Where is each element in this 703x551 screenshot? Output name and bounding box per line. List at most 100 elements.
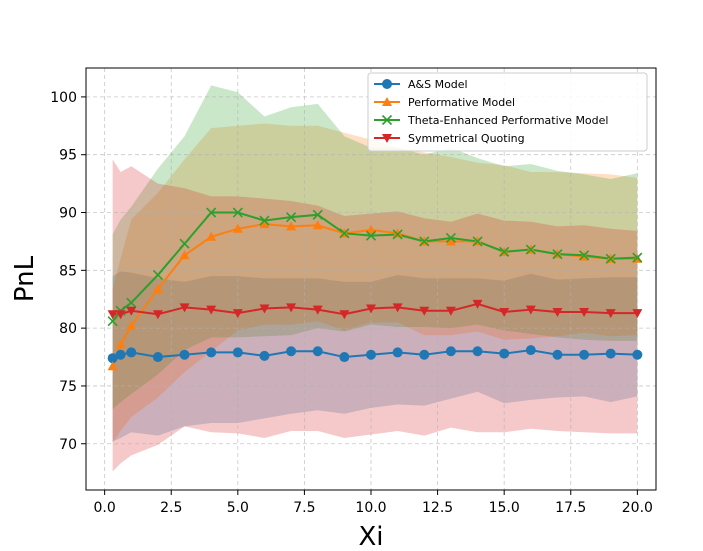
legend: A&S Model Performative Model Theta-Enhance… [367, 72, 648, 152]
series-1-point-13 [392, 347, 403, 358]
legend-marker-1 [382, 79, 392, 89]
series-1-point-12 [366, 349, 376, 360]
series-3-point-19 [552, 249, 563, 260]
series-1-point-15 [445, 346, 456, 357]
series-2-point-8 [259, 219, 270, 229]
series-2-point-9 [286, 221, 297, 231]
series-4-point-21 [605, 309, 616, 319]
series-3-point-11 [339, 228, 350, 239]
series-1-point-17 [499, 348, 510, 359]
series-1-point-2 [115, 349, 126, 360]
x-tick-label-5: 12.5 [422, 500, 453, 516]
series-1-point-4 [152, 352, 163, 363]
series-2-point-5 [179, 250, 190, 260]
series-3-point-15 [445, 232, 456, 244]
series-4-point-13 [392, 303, 403, 313]
series-3-point-3 [126, 297, 137, 308]
x-tick-label-3: 7.5 [293, 500, 315, 516]
legend-marker-4 [382, 134, 392, 143]
x-tick-label-7: 17.5 [555, 500, 586, 516]
legend-marker-3 [381, 114, 393, 126]
y-tick-label-3: 85 [59, 263, 77, 279]
series-4-point-9 [286, 303, 297, 313]
band-series-4 [112, 159, 638, 472]
series-4-point-8 [259, 304, 270, 314]
grid-lines [86, 68, 656, 490]
series-1-point-9 [286, 346, 297, 357]
legend-box [367, 72, 648, 152]
series-lines [111, 211, 638, 367]
series-2-point-3 [126, 320, 137, 330]
x-tick-label-2: 5.0 [227, 500, 249, 516]
series-2-point-13 [392, 228, 403, 238]
x-axis-ticks: 0.0 2.5 5.0 7.5 10.0 12.5 15.0 17.5 20.0 [94, 490, 653, 516]
series-1-point-14 [419, 349, 430, 360]
legend-label-2: Performative Model [408, 96, 515, 109]
legend-marker-2 [382, 97, 392, 106]
series-1-point-21 [605, 348, 616, 359]
series-4-point-12 [366, 304, 376, 314]
x-tick-label-4: 10.0 [355, 500, 386, 516]
series-4-point-17 [499, 307, 510, 317]
series-3-point-12 [365, 230, 377, 241]
series-1-point-11 [339, 352, 350, 363]
series-line-1 [112, 349, 638, 360]
series-3-point-18 [525, 244, 536, 255]
series-2-point-4 [152, 283, 163, 293]
series-3-point-9 [286, 212, 297, 223]
series-1-point-7 [232, 347, 243, 358]
series-4-point-5 [179, 303, 190, 313]
y-tick-label-2: 80 [59, 321, 77, 337]
series-4-point-6 [206, 305, 217, 315]
y-axis-label: PnL [10, 255, 40, 302]
x-tick-label-1: 2.5 [160, 500, 182, 516]
series-4-point-15 [445, 306, 456, 316]
series-4-point-18 [525, 305, 536, 315]
series-4-point-2 [115, 310, 126, 320]
x-axis-label: Xi [358, 522, 383, 551]
series-2-point-15 [445, 236, 456, 246]
series-4-point-20 [579, 307, 590, 317]
x-tick-label-8: 20.0 [622, 500, 653, 516]
series-1-point-18 [525, 345, 536, 356]
series-3-point-6 [206, 207, 217, 218]
series-2-point-6 [206, 231, 217, 241]
series-1-point-20 [579, 349, 590, 360]
series-4-point-19 [552, 307, 563, 317]
x-tick-label-6: 15.0 [489, 500, 520, 516]
y-tick-label-4: 90 [59, 206, 77, 222]
series-line-3 [111, 211, 638, 322]
series-3-point-20 [579, 250, 590, 261]
series-line-4 [112, 302, 638, 316]
series-3-point-8 [259, 215, 270, 226]
series-1-point-3 [126, 347, 137, 358]
series-markers [107, 207, 643, 371]
series-1-point-22 [632, 349, 643, 360]
series-1-point-19 [552, 349, 563, 360]
series-3-point-10 [312, 209, 323, 220]
series-4-point-11 [339, 310, 350, 320]
series-2-point-1 [107, 361, 118, 371]
series-3-point-14 [419, 236, 430, 247]
y-tick-label-0: 70 [59, 437, 77, 453]
legend-label-3: Theta-Enhanced Performative Model [407, 114, 608, 127]
series-3-point-21 [605, 253, 616, 264]
series-4-point-10 [312, 305, 323, 315]
series-4-point-4 [152, 310, 163, 320]
series-3-point-17 [499, 246, 510, 257]
series-3-point-13 [392, 229, 403, 240]
series-3-point-22 [632, 252, 643, 263]
series-4-point-14 [419, 306, 430, 316]
series-4-point-7 [232, 309, 243, 319]
legend-label-1: A&S Model [408, 78, 468, 91]
series-3-point-7 [232, 207, 243, 218]
series-3-point-4 [152, 269, 163, 281]
series-2-point-12 [366, 224, 376, 234]
series-3-point-16 [472, 236, 483, 247]
series-2-point-10 [312, 220, 323, 230]
series-1-point-16 [472, 346, 483, 357]
series-2-point-2 [115, 339, 126, 349]
y-axis-ticks: 70 75 80 85 90 95 100 [50, 90, 86, 453]
y-tick-label-1: 75 [59, 379, 77, 395]
